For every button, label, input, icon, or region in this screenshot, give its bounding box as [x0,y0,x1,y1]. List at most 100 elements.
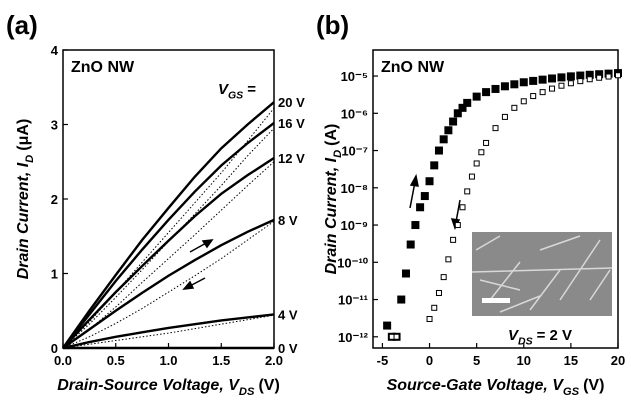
x-axis-label: Drain-Source Voltage, VDS (V) [57,377,280,398]
x-axis-label-unit: (V) [583,377,604,394]
data-point [435,289,442,296]
line-series [62,313,275,350]
data-point [426,316,433,323]
data-point [472,92,481,101]
data-point [558,82,565,89]
y-tick-label: 10⁻⁹ [341,218,369,233]
data-point [453,109,462,118]
series-label: 0 V [278,341,298,356]
x-tick-label: 2.0 [265,353,283,368]
y-tick-label: 1 [51,267,58,282]
data-point [510,80,519,89]
data-point [434,146,443,155]
panel: (b) ZnO NW -5 0 5 10 15 20 10⁻¹² 10⁻¹¹ 10⁻¹⁰ 10⁻⁹ 10… [316,10,625,398]
y-tick-label: 10⁻⁷ [341,144,368,159]
y-tick-label: 10⁻⁵ [341,69,368,84]
x-tick-label: 0.0 [54,353,72,368]
arrows [182,173,461,290]
data-point [425,177,434,186]
data-point [491,84,500,93]
y-tick-label: 10⁻¹² [338,330,369,345]
annotation-main: V [218,81,230,98]
data-point [482,88,491,97]
x-axis-label-sub: DS [239,386,255,398]
data-point [431,304,438,311]
chart-title: ZnO NW [381,59,445,76]
x-tick-label: 20 [611,353,625,368]
x-tick-label: 10 [517,353,531,368]
y-tick-label: 2 [51,192,58,207]
arrow [455,199,461,223]
x-tick-label: 5 [473,353,480,368]
data-point [576,71,585,80]
series-label: 20 V [278,95,305,110]
series-label: 12 V [278,151,305,166]
line-series [62,101,275,349]
inset-label: VDS = 2 V [508,327,572,348]
y-tick-label: 10⁻⁸ [341,181,368,196]
x-axis-label-sub: GS [563,386,580,398]
x-tick-label: 1.5 [212,353,230,368]
x-axis-label-main: Source-Gate Voltage, V [387,377,565,394]
arrow [409,181,416,209]
data-point [520,98,527,105]
panel: (a) ZnO NW 0.0 0.5 1.0 1.5 2.0 0 1 2 3 4 Drain-Sourc… [6,10,305,398]
line-series [62,314,275,349]
data-point [473,160,480,167]
inset-label-main: V [508,327,520,344]
data-point [501,113,508,120]
line-series [62,157,275,349]
data-point [444,126,453,135]
data-point [478,149,485,156]
x-tick-label: 0.5 [107,353,125,368]
inset-label-unit: = 2 V [537,327,572,344]
inset-background [472,232,612,316]
inset-image [471,232,613,316]
data-point [530,93,537,100]
x-axis-label-main: Drain-Source Voltage, V [57,377,240,394]
y-axis-label-main: Drain Current, I [15,162,32,279]
x-tick-label: 1.0 [159,353,177,368]
data-point [468,173,475,180]
data-point [538,75,547,84]
series-label: 16 V [278,116,305,131]
series-label: 8 V [278,213,298,228]
panel-label: (a) [6,10,38,40]
y-axis-label-unit: (μA) [15,119,32,151]
y-axis-label-main: Drain Current, I [323,157,340,274]
arrow-head [201,239,214,249]
y-tick-label: 4 [51,43,59,58]
data-point [492,125,499,132]
data-point [596,74,603,81]
panel-label: (b) [316,10,349,40]
y-tick-label: 3 [51,118,58,133]
annotation: VGS = [218,81,256,102]
y-tick-label: 10⁻⁶ [341,106,368,121]
data-point [586,76,593,83]
data-point [605,73,612,80]
line-series [62,220,275,349]
data-point [577,78,584,85]
line-series [62,107,275,349]
data-point [450,236,457,243]
arrow-head [409,173,419,187]
inset-wires [471,235,613,313]
y-axis-label-sub: D [332,150,344,158]
line-series [62,122,275,349]
chart-title: ZnO NW [71,59,135,76]
inset-label-sub: DS [518,336,533,348]
line-series [62,127,275,349]
plot-frame [372,49,619,349]
y-tick-label: 0 [51,341,58,356]
data-point [454,222,461,229]
data-point [411,221,420,230]
x-tick-label: -5 [377,353,389,368]
annotation-sub: GS [228,90,243,102]
data-point [566,72,575,81]
data-point [459,204,466,211]
arrow-head [182,280,195,290]
data-point [549,85,556,92]
x-axis-label-unit: (V) [258,377,279,394]
